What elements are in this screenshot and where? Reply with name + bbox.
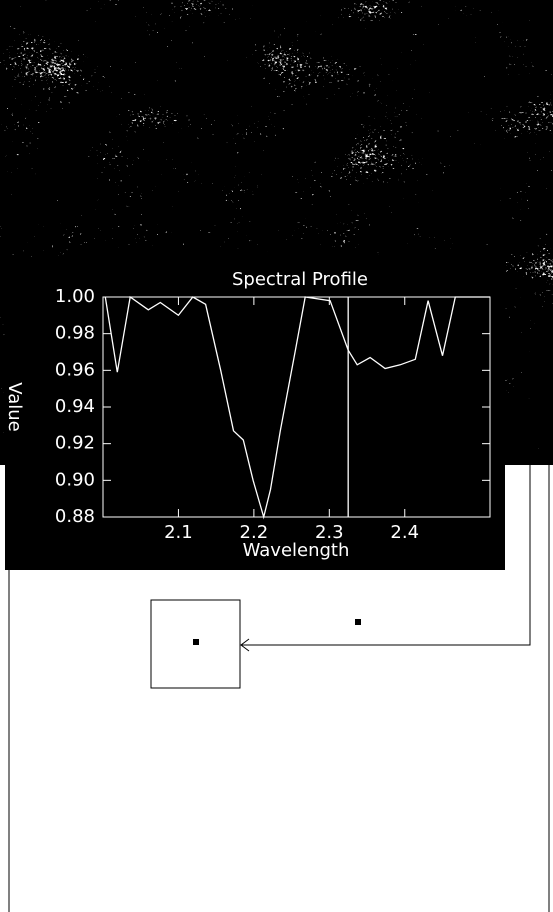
y-tick-label: 0.94 [55,396,95,417]
pixel-marker [193,639,199,645]
y-axis-label: Value [4,382,25,431]
y-tick-label: 0.96 [55,359,95,380]
x-tick-label: 2.1 [164,522,193,543]
zoom-box [154,141,244,229]
x-tick-label: 2.2 [240,522,269,543]
profile-window [5,258,505,570]
x-tick-label: 2.3 [315,522,344,543]
y-tick-label: 0.90 [55,469,95,490]
spectrum-line [104,295,490,520]
x-tick-label: 2.4 [390,522,419,543]
pixel-marker [355,619,361,625]
y-tick-label: 0.98 [55,323,95,344]
y-tick-label: 1.00 [55,286,95,307]
chart-title: Spectral Profile [232,269,368,290]
y-tick-label: 0.92 [55,433,95,454]
x-axis-label: Wavelength [243,540,350,561]
link-arrow [240,380,531,652]
y-tick-label: 0.88 [55,506,95,527]
